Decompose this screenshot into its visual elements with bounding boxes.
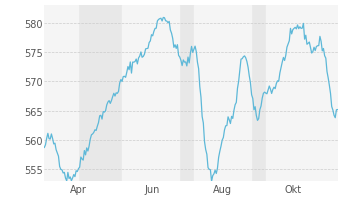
Bar — [122, 6, 179, 181]
Bar — [194, 6, 251, 181]
Bar — [266, 6, 338, 181]
Bar — [44, 6, 78, 181]
